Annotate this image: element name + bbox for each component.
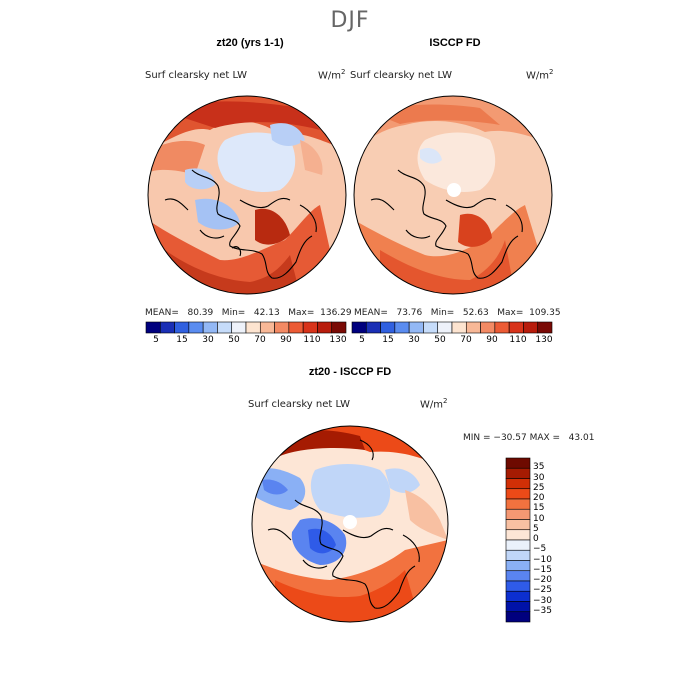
colorbar-swatch xyxy=(505,570,531,582)
colorbar-tick-label: 15 xyxy=(533,503,545,514)
colorbar-tick-label: 110 xyxy=(509,335,527,345)
colorbar-swatch xyxy=(202,321,218,334)
colorbar-tick-label: 90 xyxy=(280,335,292,345)
colorbar-swatch xyxy=(505,601,531,613)
map-model-border xyxy=(147,95,347,295)
colorbar-swatch xyxy=(505,488,531,500)
colorbar-swatch xyxy=(217,321,233,334)
colorbar-swatch xyxy=(380,321,396,334)
season-title: DJF xyxy=(330,8,370,33)
colorbar-tick-label: 5 xyxy=(359,335,365,345)
colorbar-tick-label: 30 xyxy=(202,335,214,345)
colorbar-swatch xyxy=(505,529,531,541)
colorbar-swatch xyxy=(302,321,318,334)
colorbar-isccp xyxy=(351,321,553,334)
colorbar-tick-label: 70 xyxy=(254,335,266,345)
map-diff xyxy=(252,426,448,622)
colorbar-swatch xyxy=(505,478,531,490)
colorbar-swatch xyxy=(505,457,531,469)
colorbar-tick-label: 5 xyxy=(153,335,159,345)
panel-2-title: ISCCP FD xyxy=(429,37,481,49)
colorbar-swatch xyxy=(159,321,175,334)
colorbar-tick-label: 70 xyxy=(460,335,472,345)
colorbar-swatch xyxy=(451,321,467,334)
colorbar-tick-label: 20 xyxy=(533,493,545,503)
colorbar-tick-label: −25 xyxy=(533,585,552,596)
colorbar-swatch xyxy=(505,549,531,561)
colorbar-swatch xyxy=(423,321,439,334)
panel-2-units: W/m2 xyxy=(526,68,554,82)
colorbar-tick-label: 130 xyxy=(329,335,347,345)
colorbar-swatch xyxy=(505,611,531,623)
diff-title: zt20 - ISCCP FD xyxy=(308,366,392,378)
colorbar-tick-label: 110 xyxy=(303,335,321,345)
colorbar-tick-label: 0 xyxy=(533,534,539,544)
colorbar-tick-label: −30 xyxy=(533,595,552,606)
colorbar-swatch xyxy=(505,519,531,531)
map-isccp xyxy=(354,96,552,294)
colorbar-swatch xyxy=(259,321,275,334)
colorbar-swatch xyxy=(523,321,539,334)
colorbar-swatch xyxy=(331,321,347,334)
colorbar-tick-label: 130 xyxy=(535,335,553,345)
colorbar-tick-label: 25 xyxy=(533,482,545,493)
colorbar-tick-label: 30 xyxy=(408,335,420,345)
colorbar-swatch xyxy=(494,321,510,334)
colorbar-tick-label: −10 xyxy=(533,554,552,565)
colorbar-swatch xyxy=(351,321,367,334)
colorbar-swatch xyxy=(505,560,531,572)
panel-1-stats: MEAN= 80.39 Min= 42.13 Max= 136.29 xyxy=(145,308,352,318)
colorbar-diff xyxy=(505,457,531,623)
colorbar-tick-label: 50 xyxy=(228,335,240,345)
colorbar-swatch xyxy=(174,321,190,334)
colorbar-swatch xyxy=(145,321,161,334)
diff-variable: Surf clearsky net LW xyxy=(248,399,351,410)
colorbar-tick-label: 15 xyxy=(382,335,394,345)
colorbar-swatch xyxy=(537,321,553,334)
colorbar-tick-label: 10 xyxy=(533,513,545,524)
colorbar-swatch xyxy=(188,321,204,334)
panel-2-variable: Surf clearsky net LW xyxy=(350,70,453,81)
colorbar-swatch xyxy=(505,590,531,602)
colorbar-tick-label: 35 xyxy=(533,462,545,473)
colorbar-swatch xyxy=(505,539,531,551)
colorbar-swatch xyxy=(508,321,524,334)
colorbar-tick-label: 5 xyxy=(533,523,539,534)
colorbar-swatch xyxy=(505,580,531,592)
colorbar-swatch xyxy=(408,321,424,334)
colorbar-swatch xyxy=(505,467,531,479)
colorbar-swatch xyxy=(288,321,304,334)
map-isccp-border xyxy=(353,95,553,295)
colorbar-tick-label: 30 xyxy=(533,472,545,483)
colorbar-model xyxy=(145,321,347,334)
colorbar-tick-label: −20 xyxy=(533,575,552,585)
colorbar-tick-label: −5 xyxy=(533,544,547,555)
colorbar-swatch xyxy=(245,321,261,334)
panel-1-variable: Surf clearsky net LW xyxy=(145,70,248,81)
map-model xyxy=(148,96,346,294)
colorbar-tick-label: 15 xyxy=(176,335,188,345)
colorbar-tick-label: −15 xyxy=(533,564,552,575)
colorbar-swatch xyxy=(437,321,453,334)
colorbar-swatch xyxy=(274,321,290,334)
colorbar-swatch xyxy=(480,321,496,334)
map-diff-border xyxy=(251,425,449,623)
colorbar-swatch xyxy=(317,321,333,334)
colorbar-swatch xyxy=(365,321,381,334)
colorbar-tick-label: −35 xyxy=(533,605,552,616)
colorbar-swatch xyxy=(465,321,481,334)
diff-minmax: MIN = −30.57 MAX = 43.01 xyxy=(463,433,595,443)
colorbar-swatch xyxy=(231,321,247,334)
panel-1-units: W/m2 xyxy=(318,68,346,82)
colorbar-swatch xyxy=(505,498,531,510)
colorbar-tick-label: 90 xyxy=(486,335,498,345)
colorbar-tick-label: 50 xyxy=(434,335,446,345)
panel-2-stats: MEAN= 73.76 Min= 52.63 Max= 109.35 xyxy=(354,308,561,318)
panel-1-title: zt20 (yrs 1-1) xyxy=(216,37,284,49)
colorbar-swatch xyxy=(394,321,410,334)
colorbar-swatch xyxy=(505,508,531,520)
diff-units: W/m2 xyxy=(420,397,448,411)
